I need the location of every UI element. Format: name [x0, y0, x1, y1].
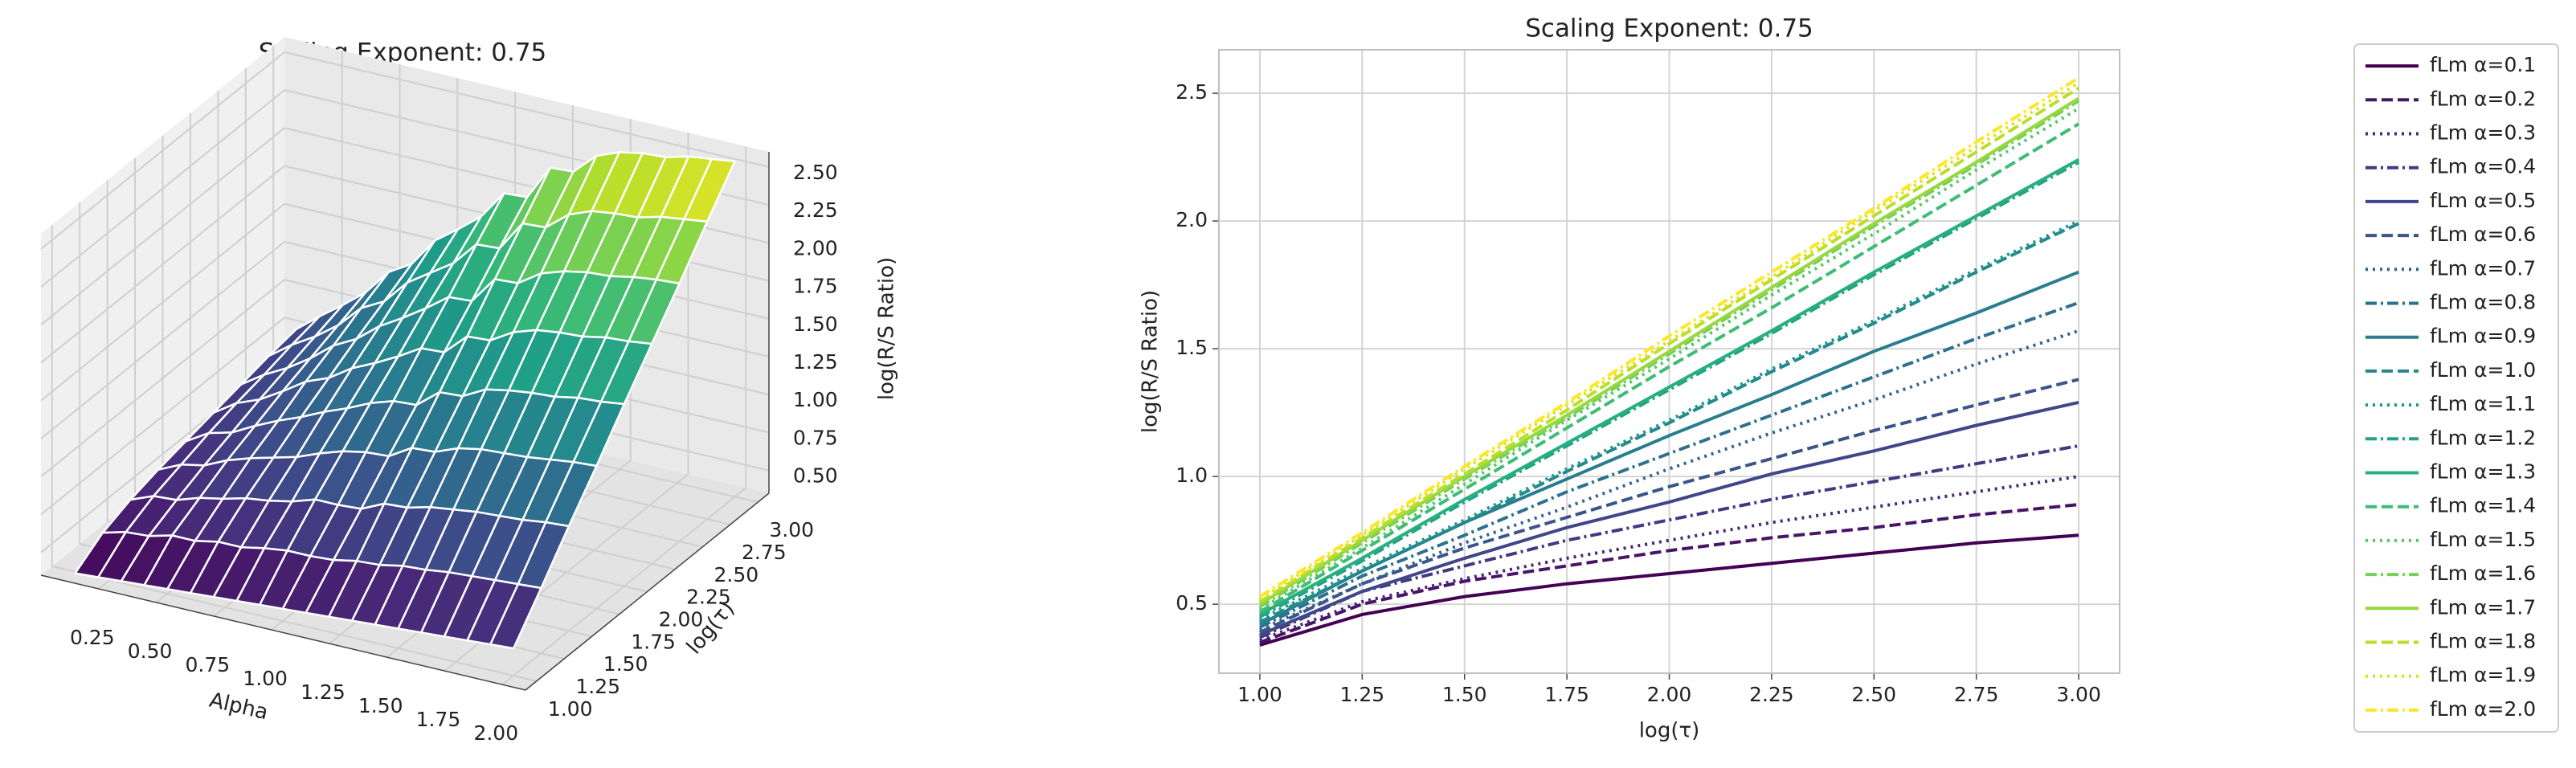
z-tick-label: 1.00 [793, 388, 838, 411]
grid-line [40, 51, 285, 250]
legend-label: fLm α=0.3 [2430, 121, 2536, 145]
x-tick-label: 2.00 [1647, 683, 1692, 706]
z-tick-label: 1.50 [793, 313, 838, 336]
line-series [1258, 96, 2080, 606]
legend-label: fLm α=0.5 [2430, 189, 2536, 212]
y-tick-label: 3.00 [769, 518, 814, 541]
x-tick-label: 2.25 [1749, 683, 1794, 706]
legend-label: fLm α=0.7 [2430, 256, 2536, 280]
line-series [1258, 107, 2080, 611]
legend-label: fLm α=1.9 [2430, 664, 2536, 687]
x-tick-label: 1.25 [1340, 683, 1385, 706]
z-axis-label: log(R/S Ratio) [875, 257, 899, 400]
legend-label: fLm α=1.1 [2430, 392, 2536, 415]
x-tick-label: 2.00 [473, 721, 518, 745]
x-tick-label: 1.50 [1442, 683, 1487, 706]
x-tick-label: 1.00 [243, 667, 288, 690]
z-tick-label: 2.50 [793, 161, 838, 184]
line-series [1259, 503, 2079, 644]
y-tick-label: 0.5 [1176, 591, 1208, 615]
legend-label: fLm α=0.9 [2430, 325, 2536, 348]
legend-label: fLm α=1.5 [2430, 528, 2536, 551]
x-tick-label: 1.50 [358, 694, 403, 717]
grid-line [40, 317, 285, 516]
y-tick-label: 2.50 [714, 563, 759, 586]
x-tick-label: 3.00 [2056, 683, 2101, 706]
legend-frame [2353, 43, 2559, 733]
axis-line [525, 492, 770, 691]
grid-line [40, 279, 285, 477]
x-tick-label: 2.75 [1954, 683, 1999, 706]
legend-label: fLm α=1.3 [2430, 460, 2536, 484]
legend-label: fLm α=0.1 [2430, 53, 2536, 76]
line-series [1258, 122, 2080, 614]
y-tick-label: 2.75 [742, 541, 787, 564]
legend-label: fLm α=1.8 [2430, 630, 2536, 653]
y-tick-label: 2.25 [686, 586, 731, 609]
grid-line [40, 203, 285, 402]
legend-label: fLm α=0.6 [2430, 223, 2536, 246]
legend-label: fLm α=0.8 [2430, 291, 2536, 314]
line-series [1259, 219, 2079, 621]
x-tick-label: 0.25 [70, 626, 115, 649]
grid-line [284, 51, 770, 168]
y-tick-label: 1.0 [1176, 464, 1208, 487]
x-tick-label: 1.25 [301, 680, 346, 704]
y-tick-label: 1.25 [575, 675, 620, 698]
legend-label: fLm α=1.6 [2430, 562, 2536, 585]
legend-label: fLm α=1.7 [2430, 595, 2536, 619]
y-axis-label: log(R/S Ratio) [1139, 290, 1163, 433]
surface-cell [489, 582, 542, 650]
x-tick-label: 0.75 [186, 653, 231, 676]
y-tick-label: 1.5 [1176, 336, 1208, 359]
legend-label: fLm α=0.4 [2430, 155, 2536, 178]
line-series [1259, 400, 2079, 637]
line-series [1259, 533, 2079, 647]
line-series [1258, 99, 2080, 608]
y-tick-label: 1.00 [548, 697, 593, 721]
z-tick-label: 1.25 [793, 350, 838, 374]
legend-label: fLm α=2.0 [2430, 697, 2536, 721]
y-tick-label: 2.0 [1176, 208, 1208, 231]
legend-label: fLm α=1.0 [2430, 358, 2536, 382]
line-series [1259, 158, 2079, 616]
grid-line [40, 127, 285, 326]
grid-line [40, 165, 285, 364]
plot-frame [1218, 49, 2120, 674]
line-series [1259, 301, 2079, 629]
legend-label: fLm α=1.2 [2430, 426, 2536, 449]
line-series [1259, 161, 2079, 619]
axis-line [40, 574, 526, 691]
grid-line [40, 241, 285, 439]
legend-label: fLm α=0.2 [2430, 87, 2536, 110]
line-series [1258, 87, 2080, 603]
x-tick-label: 1.75 [1544, 683, 1589, 706]
grid-line [51, 565, 538, 682]
x-axis-label: log(τ) [1639, 719, 1700, 743]
line-series [1259, 378, 2079, 634]
x-tick-label: 2.50 [1851, 683, 1896, 706]
x-tick-label: 0.50 [128, 639, 173, 663]
grid-line [40, 89, 285, 288]
line-series [1259, 222, 2079, 624]
z-tick-label: 0.50 [793, 464, 838, 488]
line-series [1259, 444, 2079, 639]
y-tick-label: 1.50 [603, 652, 648, 676]
y-tick-label: 2.5 [1176, 80, 1208, 104]
y-tick-label: 2.00 [659, 608, 704, 631]
y-tick-label: 1.75 [631, 630, 676, 653]
x-tick-label: 1.75 [416, 708, 461, 731]
z-tick-label: 2.00 [793, 236, 838, 259]
x-tick-label: 1.00 [1237, 683, 1282, 706]
line-series [1258, 81, 2080, 601]
z-tick-label: 2.25 [793, 198, 838, 222]
chart-title: Scaling Exponent: 0.75 [1525, 14, 1813, 43]
z-tick-label: 0.75 [793, 426, 838, 449]
line-series [1258, 76, 2080, 598]
z-tick-label: 1.75 [793, 275, 838, 298]
legend-label: fLm α=1.4 [2430, 494, 2536, 517]
